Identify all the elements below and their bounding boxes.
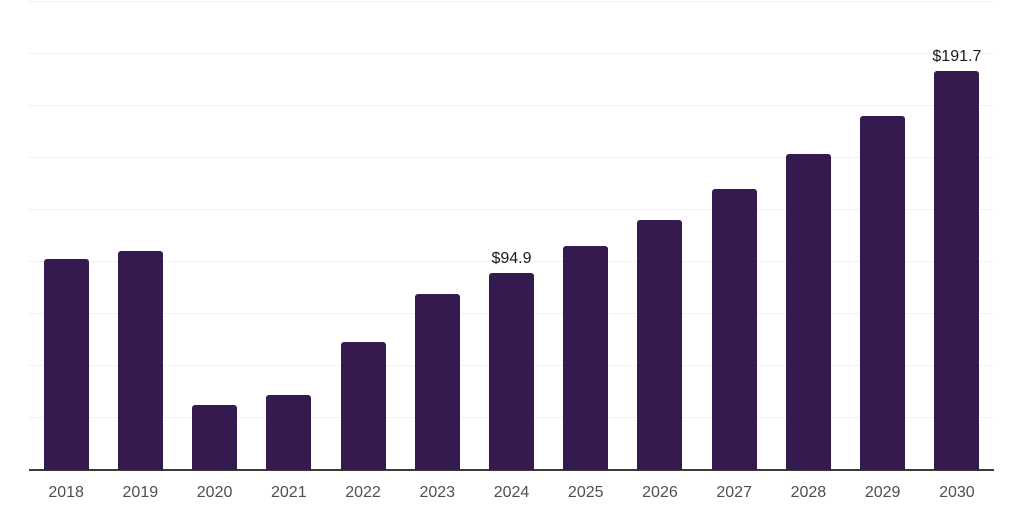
bar-2025: [563, 245, 609, 470]
x-tick-label-2021: 2021: [271, 484, 307, 501]
x-tick-label-2020: 2020: [196, 484, 233, 501]
gridline: [29, 53, 994, 54]
gridline: [29, 1, 994, 2]
x-tick-label-2027: 2027: [716, 484, 752, 501]
x-tick-label-2028: 2028: [790, 484, 827, 501]
bar-2030: [934, 71, 980, 470]
bar-2018: [43, 259, 89, 470]
gridline: [29, 209, 994, 210]
gridline: [29, 105, 994, 106]
x-tick-label-2025: 2025: [567, 484, 604, 501]
x-tick-label-2023: 2023: [419, 484, 456, 501]
gridline: [29, 261, 994, 262]
bar-2019: [117, 250, 163, 470]
value-label-2030: $191.7: [932, 48, 982, 66]
bar-2023: [414, 294, 460, 470]
bar-2026: [637, 219, 683, 470]
bar-2027: [711, 189, 757, 470]
x-axis-line: [29, 469, 994, 471]
bar-2022: [340, 342, 386, 470]
x-tick-label-2022: 2022: [345, 484, 381, 501]
bar-2024: [489, 272, 534, 470]
bar-2021: [266, 394, 312, 470]
x-tick-label-2026: 2026: [642, 484, 678, 501]
gridline: [29, 157, 994, 158]
x-tick-label-2030: 2030: [939, 484, 975, 501]
x-tick-label-2029: 2029: [864, 484, 901, 501]
bar-2028: [785, 154, 831, 470]
bar-2020: [192, 405, 238, 470]
plot-area: $94.9 $191.7: [29, 1, 994, 471]
bar-2029: [860, 115, 906, 470]
value-label-2024: $94.9: [491, 249, 532, 267]
x-axis-labels: 2018 2019 2020 2021 2022 2023 2024 2025 2026 2027…: [0, 482, 1024, 508]
x-tick-label-2019: 2019: [122, 484, 159, 501]
x-tick-label-2024: 2024: [493, 484, 530, 501]
x-tick-label-2018: 2018: [48, 484, 84, 501]
